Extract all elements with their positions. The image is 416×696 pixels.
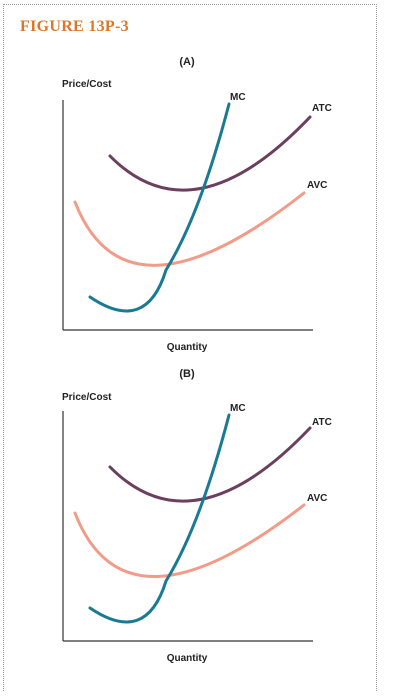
panel-a-y-axis-label: Price/Cost [62,79,112,90]
panel-b-avc-curve [73,503,306,578]
panel-b-mc-label: MC [230,403,246,414]
panel-a-x-axis-label: Quantity [167,342,208,353]
panel-b-mc-curve [88,413,231,624]
panel-a-label: (A) [179,56,195,68]
panel-a-avc-curve [73,191,306,267]
panel-b-avc-label: AVC [307,493,327,504]
panel-a-mc-curve [88,102,231,313]
panel-b-atc-curve [108,426,312,503]
figure-title: FIGURE 13P-3 [20,18,129,35]
panel-a-mc-label: MC [230,92,246,103]
panel-b-x-axis-label: Quantity [167,653,208,664]
panel-b-atc-label: ATC [312,417,332,428]
panel-b-y-axis-label: Price/Cost [62,392,112,403]
panel-a: (A) Price/Cost MC ATC AVC Quantity [62,56,332,353]
panel-b-label: (B) [179,368,195,380]
panel-a-atc-curve [108,115,312,192]
panel-a-avc-label: AVC [307,180,327,191]
panel-b: (B) Price/Cost MC ATC AVC Quantity [62,368,332,664]
panel-a-atc-label: ATC [312,103,332,114]
figure-frame [3,4,377,691]
